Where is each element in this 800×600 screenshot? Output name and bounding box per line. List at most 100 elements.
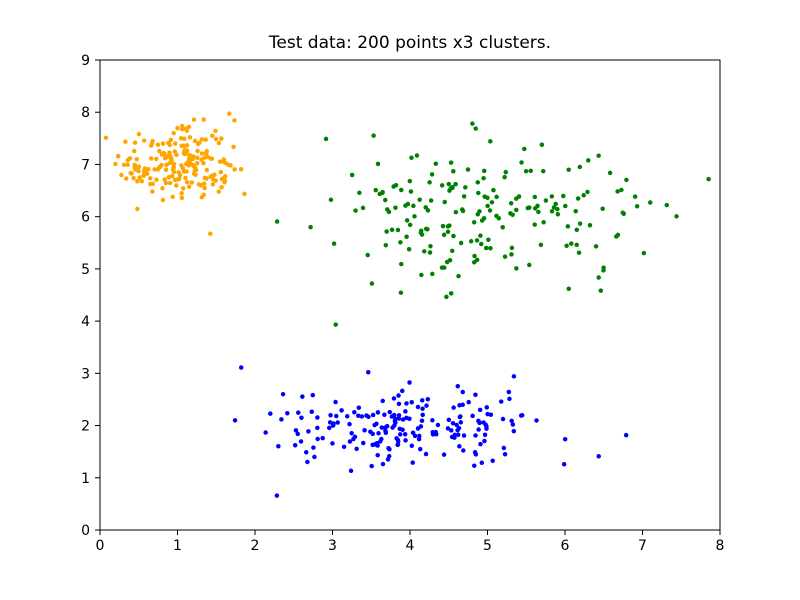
point	[281, 392, 286, 397]
point	[596, 275, 601, 280]
point	[398, 432, 403, 437]
point	[219, 136, 224, 141]
point	[168, 143, 173, 148]
point	[430, 172, 435, 177]
point	[361, 206, 366, 211]
point	[327, 426, 332, 431]
y-tick-label: 6	[81, 210, 90, 226]
point	[137, 132, 142, 137]
point	[578, 221, 583, 226]
point	[574, 243, 579, 248]
point	[442, 233, 447, 238]
point	[514, 208, 519, 213]
point	[347, 422, 352, 427]
point	[534, 418, 539, 423]
point	[451, 421, 456, 426]
point	[390, 228, 395, 233]
point	[189, 180, 194, 185]
point	[164, 181, 169, 186]
point	[449, 160, 454, 165]
point	[232, 118, 237, 123]
point	[202, 193, 207, 198]
point	[124, 176, 129, 181]
point	[478, 442, 483, 447]
point	[180, 124, 185, 129]
point	[366, 415, 371, 420]
point	[533, 206, 538, 211]
y-tick-label: 5	[81, 262, 90, 278]
point	[442, 200, 447, 205]
point	[328, 413, 333, 418]
point	[428, 250, 433, 255]
y-tick-label: 2	[81, 419, 90, 435]
point	[451, 405, 456, 410]
point	[170, 195, 175, 200]
point	[339, 408, 344, 413]
point	[427, 180, 432, 185]
point	[333, 322, 338, 327]
point	[573, 209, 578, 214]
point	[195, 161, 200, 166]
point	[503, 452, 508, 457]
point	[128, 171, 133, 176]
point	[187, 125, 192, 129]
point	[188, 162, 193, 167]
point	[169, 156, 174, 161]
point	[223, 174, 228, 179]
point	[491, 188, 496, 193]
point	[576, 196, 581, 201]
point	[411, 204, 416, 209]
point	[485, 204, 490, 209]
point	[424, 452, 429, 457]
point	[370, 281, 375, 286]
point	[385, 207, 390, 212]
point	[233, 418, 238, 423]
point	[161, 141, 166, 146]
point	[296, 410, 301, 415]
x-tick-label: 2	[251, 538, 260, 554]
point	[449, 291, 454, 296]
point	[175, 126, 180, 131]
point	[214, 137, 219, 142]
point	[706, 177, 711, 182]
point	[368, 429, 373, 434]
point	[375, 441, 380, 446]
point	[408, 179, 413, 184]
point	[168, 181, 173, 186]
point	[407, 247, 412, 252]
point	[419, 229, 424, 234]
point	[412, 214, 417, 219]
point	[393, 205, 398, 210]
point	[404, 235, 409, 240]
point	[411, 431, 416, 436]
scatter-chart: 0123456780123456789 Test data: 200 point…	[0, 0, 800, 600]
point	[561, 194, 566, 199]
point	[399, 290, 404, 295]
point	[181, 144, 186, 149]
point	[133, 165, 138, 170]
point	[223, 161, 228, 166]
point	[390, 425, 395, 430]
point	[556, 212, 561, 217]
point	[393, 419, 398, 424]
point	[569, 241, 574, 246]
point	[444, 295, 449, 300]
point	[299, 416, 304, 421]
point	[533, 195, 538, 200]
point	[456, 384, 461, 389]
y-tick-label: 4	[81, 314, 90, 330]
point	[202, 186, 207, 191]
point	[376, 410, 381, 415]
point	[334, 414, 339, 419]
point	[400, 389, 405, 394]
point	[133, 140, 138, 145]
point	[514, 266, 519, 271]
point	[510, 246, 515, 251]
point	[664, 203, 669, 208]
point	[566, 167, 571, 172]
point	[113, 162, 118, 167]
point	[575, 228, 580, 233]
point	[608, 171, 613, 176]
point	[275, 219, 280, 224]
point	[305, 460, 310, 465]
